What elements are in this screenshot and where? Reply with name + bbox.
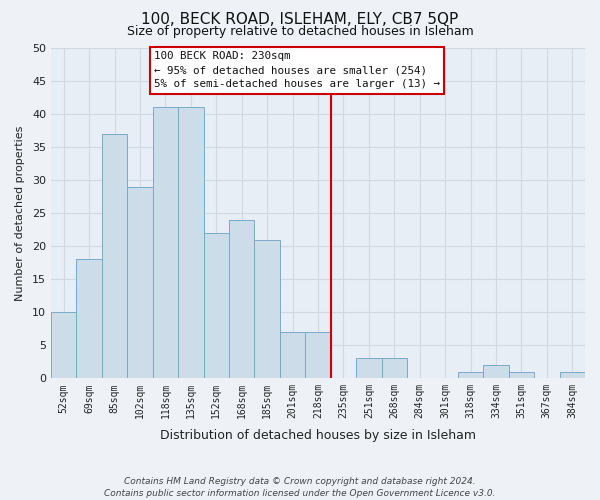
- Bar: [127, 186, 152, 378]
- Bar: [203, 233, 229, 378]
- Bar: [305, 332, 331, 378]
- Text: 100 BECK ROAD: 230sqm
← 95% of detached houses are smaller (254)
5% of semi-deta: 100 BECK ROAD: 230sqm ← 95% of detached …: [154, 52, 440, 90]
- Bar: [76, 260, 102, 378]
- Bar: [280, 332, 305, 378]
- X-axis label: Distribution of detached houses by size in Isleham: Distribution of detached houses by size …: [160, 430, 476, 442]
- Bar: [483, 365, 509, 378]
- Bar: [382, 358, 407, 378]
- Bar: [509, 372, 534, 378]
- Bar: [254, 240, 280, 378]
- Bar: [178, 108, 203, 378]
- Bar: [51, 312, 76, 378]
- Bar: [458, 372, 483, 378]
- Text: Size of property relative to detached houses in Isleham: Size of property relative to detached ho…: [127, 24, 473, 38]
- Bar: [356, 358, 382, 378]
- Text: Contains HM Land Registry data © Crown copyright and database right 2024.
Contai: Contains HM Land Registry data © Crown c…: [104, 476, 496, 498]
- Text: 100, BECK ROAD, ISLEHAM, ELY, CB7 5QP: 100, BECK ROAD, ISLEHAM, ELY, CB7 5QP: [142, 12, 458, 28]
- Bar: [229, 220, 254, 378]
- Bar: [560, 372, 585, 378]
- Y-axis label: Number of detached properties: Number of detached properties: [15, 126, 25, 301]
- Bar: [152, 108, 178, 378]
- Bar: [102, 134, 127, 378]
